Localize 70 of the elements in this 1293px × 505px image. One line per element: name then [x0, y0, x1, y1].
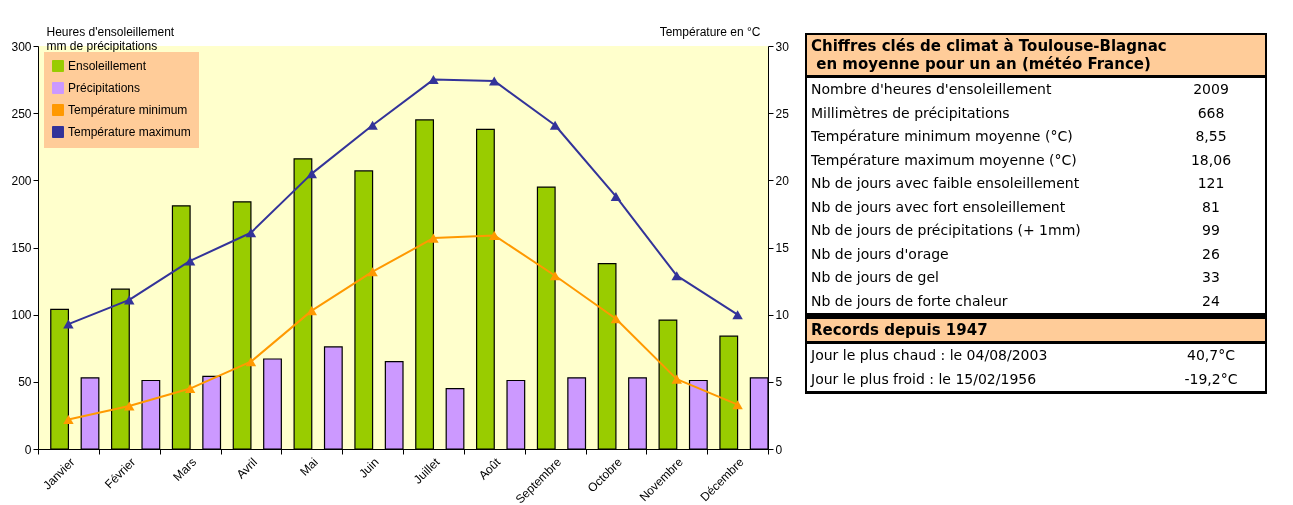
point [732, 310, 743, 320]
legend-label: Température minimum [68, 103, 188, 117]
category-label: Jour le plus froid : le 15/02/1956 [811, 369, 1038, 389]
point [184, 256, 196, 266]
point [549, 271, 561, 281]
category-label: Nb de jours de précipitations (+ 1mm) [811, 221, 1082, 240]
text: 81 [1202, 198, 1220, 215]
y2-tick-label: 20 [775, 173, 790, 188]
y2-tick-label: 0 [775, 442, 783, 457]
point [184, 384, 196, 394]
legend-label: Température maximum [68, 125, 191, 139]
legend-label: Ensoleillement [68, 59, 147, 73]
text: 99 [1202, 222, 1220, 238]
y-tick-label: 100 [11, 308, 32, 323]
text: 24 [1202, 292, 1220, 309]
point [732, 400, 743, 410]
y-tick-label: 0 [24, 442, 32, 457]
text: 2009 [1193, 81, 1229, 97]
text: 8,55 [1195, 128, 1227, 144]
point [610, 191, 622, 201]
point [428, 75, 439, 85]
y2-tick-label: 15 [775, 241, 790, 255]
category-label: Nb de jours avec fort ensoleillement [811, 197, 1067, 217]
point [63, 414, 74, 424]
y2-tick-label: 10 [775, 308, 790, 323]
category-label: Millimètres de précipitations [811, 103, 1011, 123]
category-label: Température maximum moyenne (°C) [811, 150, 1078, 170]
point [245, 228, 257, 238]
legend-label: Précipitations [68, 81, 141, 95]
y-tick-label: 300 [11, 39, 32, 54]
y-tick-label: 250 [11, 106, 32, 121]
category-label: Nb de jours de gel [811, 268, 940, 287]
text: 668 [1197, 104, 1225, 121]
category-label: Nombre d'heures d'ensoleillement [811, 80, 1053, 99]
x-tick-label: Juin [356, 455, 382, 481]
point [671, 374, 682, 384]
text: 26 [1202, 245, 1220, 262]
text: 33 [1202, 269, 1220, 285]
y-axis-title: Heures d'ensoleillement mm de précipitations [46, 24, 175, 53]
y2-tick-label: 30 [775, 39, 790, 54]
category-label: Jour le plus chaud : le 04/08/2003 [811, 346, 1049, 365]
category-label: Nb de jours d'orage [811, 244, 950, 264]
point [428, 233, 439, 243]
point [610, 314, 622, 324]
text: Chiffres clés de climat à Toulouse-Blagnac en moyenne pour un an (météo France) [807, 35, 1265, 78]
category-label: Nb de jours de forte chaleur [811, 291, 1009, 311]
point [306, 306, 317, 316]
y2-tick-label: 5 [775, 375, 783, 390]
y-tick-label: 200 [11, 173, 32, 188]
point [489, 230, 500, 240]
text: Records depuis 1947 [807, 319, 1265, 344]
y2-tick-label: 25 [775, 106, 790, 121]
point [367, 120, 378, 130]
point [63, 319, 74, 329]
point [306, 169, 317, 179]
category-label: Température minimum moyenne (°C) [811, 127, 1074, 146]
text: 40,7°C [1187, 347, 1235, 363]
y-tick-label: 150 [11, 241, 32, 255]
text: 121 [1197, 175, 1225, 191]
point [671, 271, 682, 281]
category-label: Nb de jours avec faible ensoleillement [811, 174, 1081, 193]
point [245, 357, 257, 367]
point [367, 267, 378, 277]
point [124, 401, 135, 411]
y-tick-label: 50 [18, 375, 32, 390]
y2-axis-title: Température en °C [659, 24, 761, 39]
point [549, 120, 561, 130]
text: -19,2°C [1184, 370, 1238, 387]
x-tick-label: Mai [297, 455, 321, 479]
text: 18,06 [1190, 151, 1232, 168]
